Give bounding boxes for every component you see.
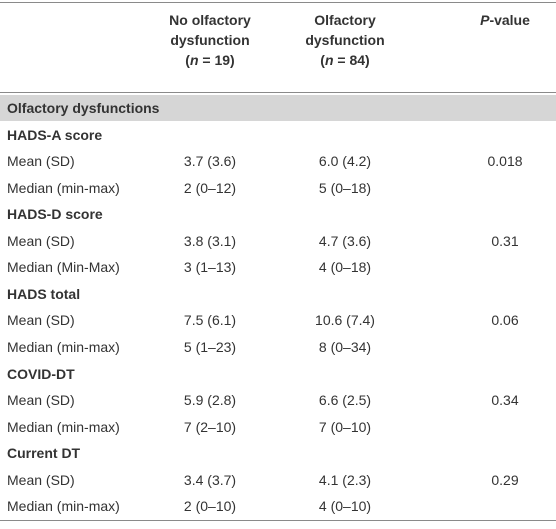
cell: 2 (0–10) [183, 498, 237, 515]
cell: 0.018 [487, 153, 523, 170]
cell: 0.06 [491, 312, 519, 329]
group-title: COVID-DT [7, 365, 75, 382]
header-rule [0, 92, 556, 93]
row-label: Median (min-max) [7, 338, 120, 355]
column-header: dysfunction [170, 32, 250, 48]
cell: 6.6 (2.5) [318, 392, 372, 409]
top-rule [0, 2, 556, 3]
row-label: Mean (SD) [7, 153, 75, 170]
cell: 0.31 [491, 232, 519, 249]
column-count: (n = 19) [185, 51, 234, 69]
count-symbol: n [189, 52, 199, 68]
p-value-header: P-value [480, 11, 530, 29]
cell: 5.9 (2.8) [183, 392, 237, 409]
cell: 4.1 (2.3) [318, 471, 372, 488]
cell: 8 (0–34) [318, 338, 372, 355]
cell: 5 (0–18) [318, 179, 372, 196]
row-label: Mean (SD) [7, 471, 75, 488]
cell: 7 (0–10) [318, 418, 372, 435]
cell: 6.0 (4.2) [318, 153, 372, 170]
row-label: Median (min-max) [7, 179, 120, 196]
count-text: = 84) [333, 52, 370, 68]
cell: 4.7 (3.6) [318, 232, 372, 249]
row-label: Mean (SD) [7, 392, 75, 409]
cell: 0.34 [491, 392, 519, 409]
row-label: Mean (SD) [7, 232, 75, 249]
count-text: ( [185, 52, 190, 68]
cell: 3.4 (3.7) [183, 471, 237, 488]
cell: 10.6 (7.4) [315, 312, 375, 329]
group-title: HADS-A score [7, 126, 103, 143]
cell: 7 (2–10) [183, 418, 237, 435]
column-header: dysfunction [305, 32, 385, 48]
row-label: Median (min-max) [7, 418, 120, 435]
count-symbol: n [324, 52, 334, 68]
section-title: Olfactory dysfunctions [7, 100, 160, 116]
section-band [0, 95, 556, 121]
column-header: No olfactory [169, 12, 251, 28]
row-label: Mean (SD) [7, 312, 75, 329]
cell: 0.29 [491, 471, 519, 488]
cell: 3.8 (3.1) [183, 232, 237, 249]
cell: 4 (0–10) [318, 498, 372, 515]
row-label: Median (min-max) [7, 498, 120, 515]
cell: 7.5 (6.1) [183, 312, 237, 329]
group-title: HADS total [7, 285, 81, 302]
count-text: = 19) [198, 52, 235, 68]
cell: 3 (1–13) [183, 259, 237, 276]
column-header: Olfactory [314, 12, 376, 28]
group-title: HADS-D score [7, 206, 103, 223]
count-text: ( [320, 52, 325, 68]
cell: 3.7 (3.6) [183, 153, 237, 170]
group-title: Current DT [7, 445, 81, 462]
p-text: -value [489, 12, 530, 28]
bottom-rule [0, 520, 556, 521]
column-count: (n = 84) [320, 51, 369, 69]
row-label: Median (Min-Max) [7, 259, 120, 276]
p-symbol: P [480, 12, 490, 28]
cell: 5 (1–23) [183, 338, 237, 355]
cell: 4 (0–18) [318, 259, 372, 276]
cell: 2 (0–12) [183, 179, 237, 196]
